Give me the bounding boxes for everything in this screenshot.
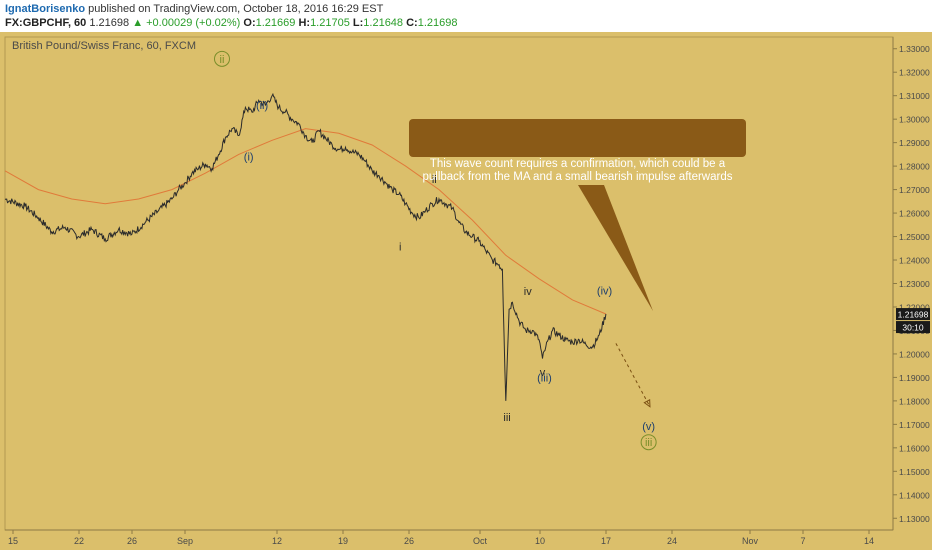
high-value: 1.21705 <box>310 17 350 29</box>
chart-background <box>0 32 932 550</box>
price-tick-label-17: 1.16000 <box>899 443 930 453</box>
publish-line: IgnatBorisenko published on TradingView.… <box>5 3 383 15</box>
price-chart[interactable]: British Pound/Swiss Franc, 60, FXCM 1.33… <box>0 32 932 550</box>
low-label: L: <box>352 17 364 29</box>
countdown-marker <box>896 321 930 334</box>
wave-label-10: (v) <box>642 421 655 433</box>
time-tick-label-13: 14 <box>864 536 874 546</box>
close-label: C: <box>406 17 418 29</box>
time-tick-label-11: Nov <box>742 536 759 546</box>
time-tick-label-3: Sep <box>177 536 193 546</box>
wave-label-2: (i) <box>244 151 254 163</box>
time-tick-label-1: 22 <box>74 536 84 546</box>
wave-label-5: iv <box>524 286 532 298</box>
symbol-quote-line: FX:GBPCHF, 60 1.21698 ▲ +0.00029 (+0.02%… <box>5 17 457 29</box>
price-tick-label-3: 1.30000 <box>899 115 930 125</box>
price-tick-label-8: 1.25000 <box>899 232 930 242</box>
countdown-label: 30:10 <box>902 323 924 333</box>
price-tick-label-19: 1.14000 <box>899 490 930 500</box>
wave-label-8: (iii) <box>537 372 552 384</box>
time-axis: 15 22 26 Sep 12 19 26 Oct 10 17 24 Nov 7 14 <box>8 530 874 546</box>
price-tick-label-11: 1.22000 <box>899 302 930 312</box>
price-tick-label-13: 1.20000 <box>899 349 930 359</box>
wave-label-0: ii <box>220 54 225 66</box>
symbol-label: FX:GBPCHF, 60 <box>5 17 87 29</box>
price-line <box>4 92 607 401</box>
price-markers: 1.21698 30:10 <box>896 308 930 334</box>
time-tick-label-8: 10 <box>535 536 545 546</box>
wave-label-ring-11 <box>640 434 657 451</box>
price-tick-label-4: 1.29000 <box>899 138 930 148</box>
price-tick-label-5: 1.28000 <box>899 162 930 172</box>
chart-area[interactable]: British Pound/Swiss Franc, 60, FXCM 1.33… <box>0 32 932 550</box>
time-tick-label-5: 19 <box>338 536 348 546</box>
author-name[interactable]: IgnatBorisenko <box>5 3 86 15</box>
callout-text: This wave count requires a confirmation,… <box>422 158 733 183</box>
projection-arrow-head <box>643 398 651 408</box>
close-value: 1.21698 <box>417 17 458 29</box>
wave-label-1: (ii) <box>256 100 268 112</box>
wave-label-11: iii <box>645 437 652 449</box>
open-value: 1.21669 <box>255 17 296 29</box>
wave-label-7: v <box>540 367 546 379</box>
wave-label-ring-0 <box>213 50 230 67</box>
time-tick-label-0: 15 <box>8 536 18 546</box>
wave-label-9: iii <box>503 412 510 424</box>
price-tick-label-14: 1.19000 <box>899 373 930 383</box>
high-label: H: <box>298 17 311 29</box>
price-axis: 1.33000 1.32000 1.31000 1.30000 1.29000 1.280… <box>893 44 930 524</box>
low-value: 1.21648 <box>363 17 404 29</box>
price-tick-label-1: 1.32000 <box>899 68 930 78</box>
callout-box <box>409 119 746 157</box>
last-price: 1.21698 <box>89 17 130 29</box>
price-tick-label-7: 1.26000 <box>899 209 930 219</box>
moving-average-line <box>4 128 607 315</box>
price-tick-label-18: 1.15000 <box>899 467 930 477</box>
time-tick-label-7: Oct <box>473 536 488 546</box>
price-tick-label-15: 1.18000 <box>899 396 930 406</box>
time-tick-label-10: 24 <box>667 536 677 546</box>
time-tick-label-6: 26 <box>404 536 414 546</box>
chart-header: IgnatBorisenko published on TradingView.… <box>0 0 932 32</box>
price-tick-label-16: 1.17000 <box>899 420 930 430</box>
open-label: O: <box>243 17 256 29</box>
price-tick-label-2: 1.31000 <box>899 91 930 101</box>
last-price-marker <box>896 308 930 321</box>
chart-title: British Pound/Swiss Franc, 60, FXCM <box>12 40 196 52</box>
time-tick-label-4: 12 <box>272 536 282 546</box>
price-tick-label-6: 1.27000 <box>899 185 930 195</box>
wave-label-6: (iv) <box>597 286 612 298</box>
time-tick-label-2: 26 <box>127 536 137 546</box>
publish-info: published on TradingView.com, October 18… <box>88 3 384 15</box>
wave-label-4: i <box>399 242 401 254</box>
wave-label-3: ii <box>432 174 437 186</box>
price-tick-label-20: 1.13000 <box>899 514 930 524</box>
price-tick-label-10: 1.23000 <box>899 279 930 289</box>
time-tick-label-9: 17 <box>601 536 611 546</box>
price-tick-label-9: 1.24000 <box>899 256 930 266</box>
last-price-label: 1.21698 <box>898 310 929 320</box>
time-tick-label-12: 7 <box>800 536 805 546</box>
callout-pointer <box>578 185 653 311</box>
price-change: ▲ +0.00029 (+0.02%) <box>132 17 241 29</box>
price-tick-label-0: 1.33000 <box>899 44 930 54</box>
